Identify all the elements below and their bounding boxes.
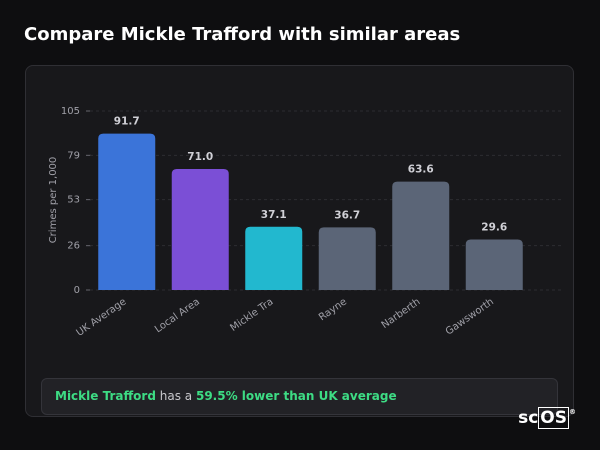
logo-boxed: OS [538,407,569,429]
note-highlight: 59.5% lower than UK average [195,389,397,403]
value-label: 63.6 [408,164,434,176]
x-tick-label: Narberth [380,296,423,331]
x-tick-label: Rayne [317,296,349,323]
logo: sc OS ® [518,407,576,429]
bar [392,181,450,290]
x-tick-label: Gawsworth [444,296,496,337]
bar [171,168,229,290]
chart-title: Compare Mickle Trafford with similar are… [24,24,461,45]
bar [318,227,376,290]
bar [465,239,523,290]
note: Mickle Trafford has a 59.5% lower than U… [41,378,558,415]
x-tick-label: Local Area [153,296,202,335]
y-tick-label: 26 [67,241,80,252]
y-axis-title: Crimes per 1,000 [48,157,59,244]
value-label: 37.1 [261,209,287,221]
note-text: has a [159,389,193,403]
value-label: 29.6 [481,222,507,234]
logo-prefix: sc [518,408,539,428]
note-place: Mickle Trafford [55,389,156,403]
logo-mark: ® [569,408,576,416]
x-tick-label: UK Average [75,296,129,338]
bar [245,226,303,290]
y-tick-label: 53 [67,195,80,206]
bar [98,133,156,290]
y-tick-label: 79 [67,150,80,161]
x-tick-label: Mickle Tra [228,296,275,334]
value-label: 71.0 [187,151,213,163]
y-tick-label: 0 [74,285,80,296]
y-tick-label: 105 [61,106,80,117]
value-label: 36.7 [334,209,360,221]
value-label: 91.7 [114,116,140,128]
